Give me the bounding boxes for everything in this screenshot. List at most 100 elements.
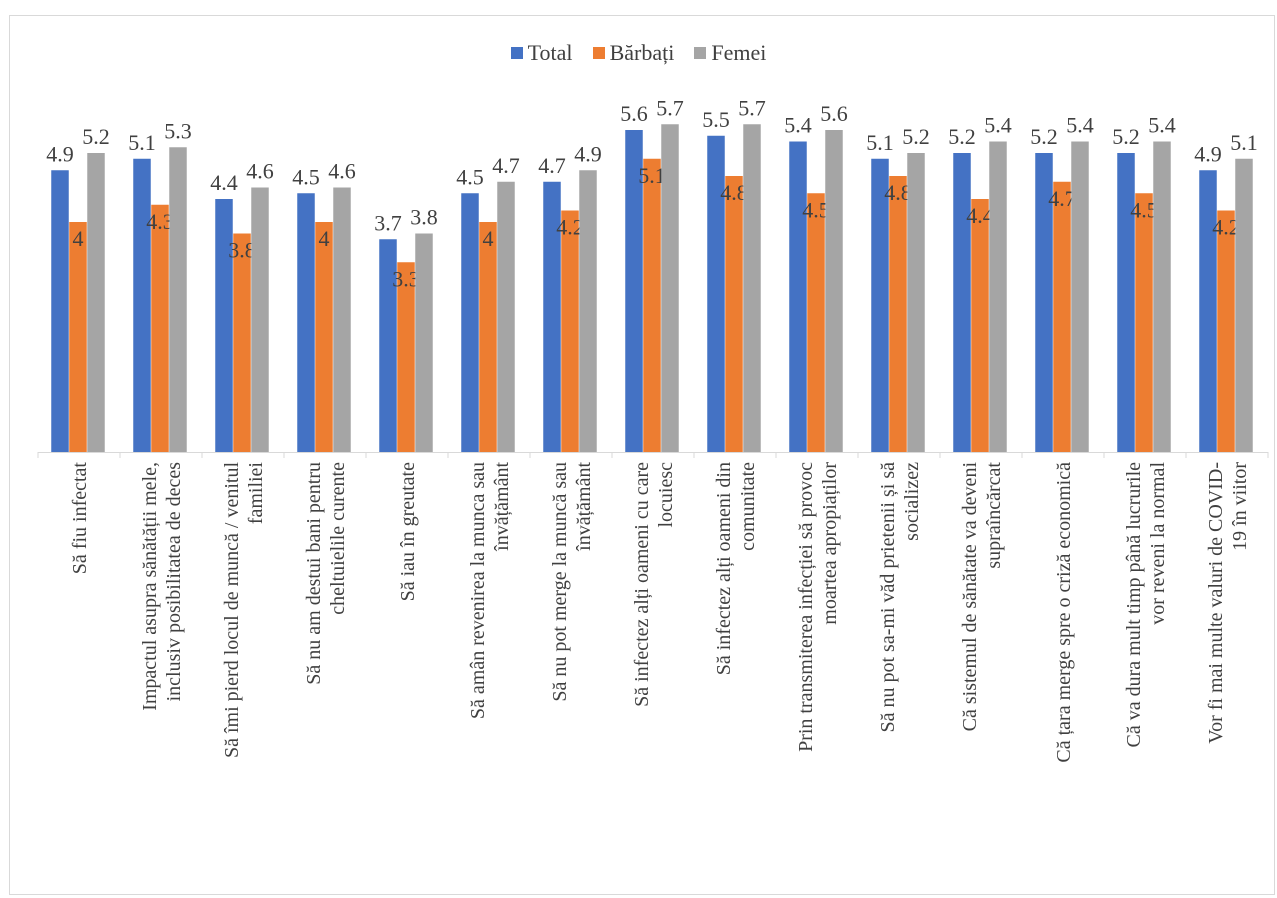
x-tick-label: Să infectez alți oameni cu care locuiesc (631, 462, 677, 707)
bar (315, 222, 333, 452)
data-label: 4.7 (538, 153, 566, 178)
x-tick-label-line: supraîncărcat (983, 462, 1005, 569)
x-tick-label-line: Să iau în greutate (397, 462, 419, 602)
bar (889, 176, 907, 452)
bar (743, 124, 761, 452)
data-label: 3.3 (392, 266, 420, 291)
x-tick-label: Vor fi mai multe valuri de COVID- 19 în v… (1205, 462, 1251, 744)
bar (579, 170, 597, 452)
bar (989, 141, 1007, 452)
x-tick-label-line: învățământ (573, 462, 595, 552)
x-tick-label: Să infectez alți oameni din comunitate (713, 462, 759, 675)
x-tick-label-line: comunitate (737, 462, 759, 551)
data-label: 4.5 (802, 197, 830, 222)
x-tick-label: Să amân revenirea la munca sau învățământ (467, 462, 513, 720)
x-tick-label: Să nu pot merge la muncă sau învățământ (549, 462, 595, 702)
bar (1053, 181, 1071, 452)
x-tick-label-line: Că va dura mult timp până lucrurile (1123, 462, 1145, 748)
data-label: 5.4 (984, 113, 1012, 138)
data-label: 4.5 (1130, 197, 1158, 222)
bar (87, 153, 105, 452)
bar (233, 233, 251, 452)
data-label: 5.2 (1030, 124, 1058, 149)
data-label: 4.2 (1212, 215, 1240, 240)
bar (379, 239, 397, 452)
data-label: 4.6 (246, 159, 274, 184)
x-tick-label-line: Să nu pot sa-mi văd prietenii și să (877, 462, 899, 733)
x-tick-label: Să îmi pierd locul de muncă / venitul fam… (221, 462, 267, 758)
data-label: 5.7 (738, 95, 766, 120)
x-tick-label-line: moartea apropiaților (819, 462, 841, 625)
bar (1035, 153, 1053, 452)
bar (169, 147, 187, 452)
bar (461, 193, 479, 452)
legend-swatch-femei (694, 47, 707, 59)
bar (1117, 153, 1135, 452)
legend-item-femei: Femei (694, 40, 766, 66)
data-label: 4.9 (574, 141, 602, 166)
data-label: 5.4 (1066, 113, 1094, 138)
x-tick-label-line: Să infectez alți oameni din (713, 462, 735, 675)
bar (215, 199, 233, 452)
x-tick-label: Să iau în greutate (397, 462, 419, 602)
bar (497, 181, 515, 452)
x-tick-label-line: inclusiv posibilitatea de deces (163, 462, 185, 702)
data-label: 4.2 (556, 215, 584, 240)
data-label: 5.6 (620, 101, 648, 126)
x-tick-label-line: Impactul asupra sănătății mele, (139, 462, 161, 711)
data-label: 5.1 (638, 163, 666, 188)
data-label: 5.2 (902, 124, 930, 149)
legend-swatch-barbati (592, 47, 605, 59)
legend-label-total: Total (527, 40, 573, 65)
bar (333, 187, 351, 452)
legend-swatch-total (510, 47, 523, 59)
x-tick-label: Că țara merge spre o criză economică (1053, 462, 1075, 763)
data-label: 3.8 (410, 205, 438, 230)
x-tick-label-line: Că țara merge spre o criză economică (1053, 462, 1075, 763)
data-label: 4 (319, 226, 330, 251)
x-tick-label-line: 19 în viitor (1229, 462, 1251, 551)
data-label: 5.4 (1148, 113, 1176, 138)
legend-item-barbati: Bărbați (592, 40, 675, 66)
data-label: 3.8 (228, 238, 256, 263)
data-label: 4.9 (46, 141, 74, 166)
x-tick-label-line: Să infectez alți oameni cu care (631, 462, 653, 707)
data-label: 5.5 (702, 107, 730, 132)
bar (297, 193, 315, 452)
bar (543, 181, 561, 452)
x-tick-label: Impactul asupra sănătății mele, inclusiv … (139, 462, 185, 711)
bar (415, 233, 433, 452)
x-tick-label-line: Să nu pot merge la muncă sau (549, 462, 571, 702)
bar (625, 130, 643, 452)
legend-item-total: Total (510, 40, 573, 66)
data-label: 4.4 (966, 203, 994, 228)
data-label: 5.1 (128, 130, 156, 155)
legend-label-barbati: Bărbați (609, 40, 675, 65)
bar (953, 153, 971, 452)
bar (707, 135, 725, 452)
bar (1199, 170, 1217, 452)
data-label: 4.3 (146, 209, 174, 234)
x-tick-label-line: învățământ (491, 462, 513, 552)
data-label: 5.6 (820, 101, 848, 126)
data-label: 4.6 (328, 159, 356, 184)
data-label: 5.2 (82, 124, 110, 149)
bar (1217, 210, 1235, 452)
bar (1071, 141, 1089, 452)
data-label: 4.7 (492, 153, 520, 178)
data-label: 5.1 (1230, 130, 1258, 155)
data-label: 4.7 (1048, 186, 1076, 211)
data-label: 4 (483, 226, 494, 251)
x-tick-label: Prin transmiterea infecției să provoc moa… (795, 462, 841, 752)
data-label: 4.5 (292, 164, 320, 189)
bar (643, 158, 661, 452)
bar (479, 222, 497, 452)
bar (251, 187, 269, 452)
bar (907, 153, 925, 452)
bar (1153, 141, 1171, 452)
bar (661, 124, 679, 452)
x-tick-label-line: vor reveni la normal (1147, 462, 1169, 625)
data-label: 5.2 (948, 124, 976, 149)
x-tick-label-line: cheltuielile curente (327, 462, 349, 615)
